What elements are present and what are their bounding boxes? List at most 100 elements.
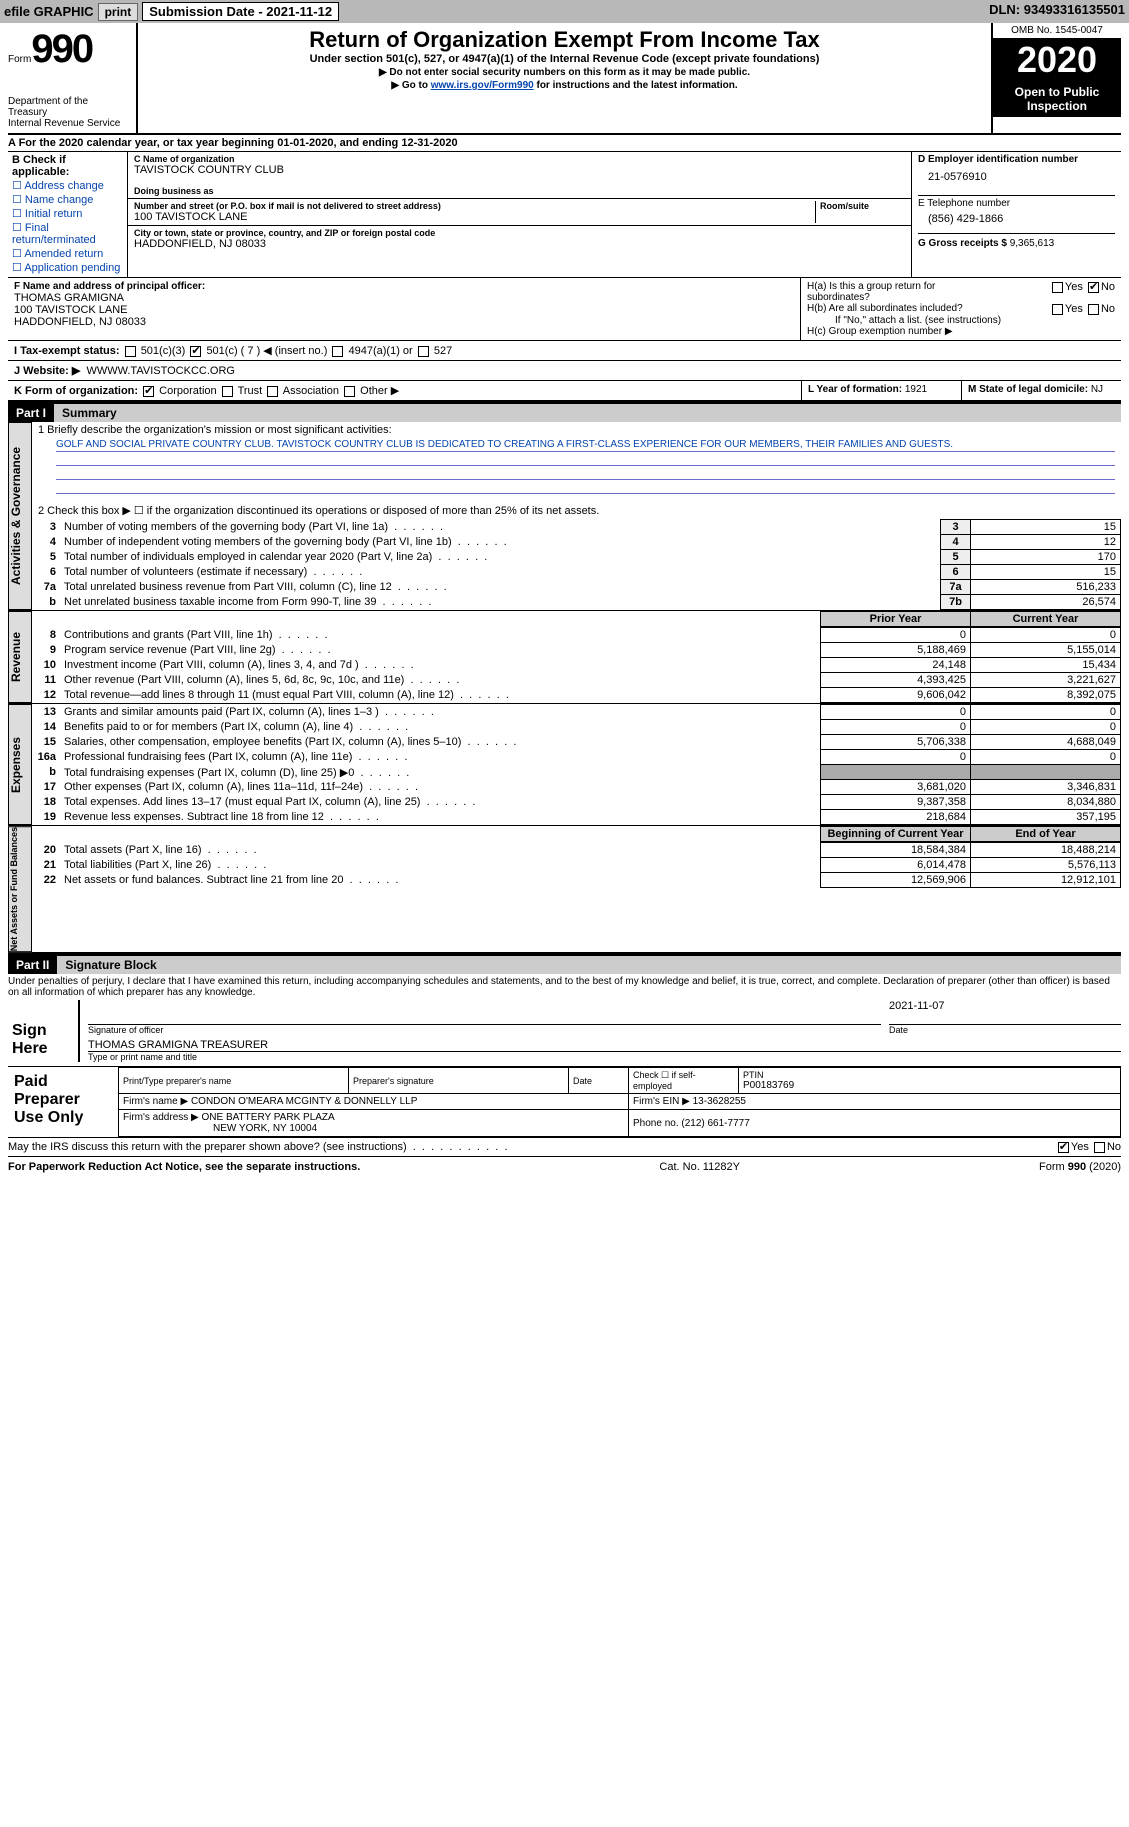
ein-label: D Employer identification number [918,154,1115,165]
omb-number: OMB No. 1545-0047 [993,23,1121,39]
form-title: Return of Organization Exempt From Incom… [142,27,987,53]
hdr-end: End of Year [971,827,1121,842]
page-footer: For Paperwork Reduction Act Notice, see … [8,1156,1121,1177]
sig-name: THOMAS GRAMIGNA TREASURER [88,1039,1121,1051]
summary-line: 18Total expenses. Add lines 13–17 (must … [32,795,1121,810]
instructions-link[interactable]: www.irs.gov/Form990 [431,80,534,91]
hb-answer: Yes No [1050,303,1115,315]
check-initial-return[interactable]: ☐ Initial return [12,207,123,220]
dept-treasury: Department of the Treasury [8,96,128,118]
prep-date-label: Date [573,1076,624,1086]
declaration: Under penalties of perjury, I declare th… [8,974,1121,1000]
check-final-return[interactable]: ☐ Final return/terminated [12,221,123,246]
check-name-change[interactable]: ☐ Name change [12,193,123,206]
part1-header: Part I Summary [8,402,1121,422]
check-address-change[interactable]: ☐ Address change [12,179,123,192]
gross-receipts: G Gross receipts $ 9,365,613 [918,233,1115,249]
officer-addr2: HADDONFIELD, NJ 08033 [14,316,794,328]
summary-line: 17Other expenses (Part IX, column (A), l… [32,780,1121,795]
summary-line: bTotal fundraising expenses (Part IX, co… [32,765,1121,780]
firm-addr1: ONE BATTERY PARK PLAZA [202,1112,335,1123]
form-header: Form990 Department of the Treasury Inter… [8,23,1121,135]
footer-left: For Paperwork Reduction Act Notice, see … [8,1161,360,1173]
firm-name: CONDON O'MEARA MCGINTY & DONNELLY LLP [191,1096,417,1107]
section-k: K Form of organization: Corporation Trus… [8,381,801,400]
sig-date-label: Date [889,1024,1121,1035]
dba-label: Doing business as [134,186,905,196]
summary-line: 13Grants and similar amounts paid (Part … [32,705,1121,720]
tax-year: 2020 [993,39,1121,81]
summary-line: bNet unrelated business taxable income f… [32,595,1121,610]
mission-text: GOLF AND SOCIAL PRIVATE COUNTRY CLUB. TA… [56,438,1115,452]
check-amended[interactable]: ☐ Amended return [12,247,123,260]
section-i: I Tax-exempt status: 501(c)(3) 501(c) ( … [8,341,1121,360]
street-label: Number and street (or P.O. box if mail i… [134,201,815,211]
city-label: City or town, state or province, country… [134,228,905,238]
section-b: B Check if applicable: ☐ Address change … [8,152,128,277]
hc-label: H(c) Group exemption number ▶ [807,326,1115,337]
summary-line: 20Total assets (Part X, line 16)18,584,3… [32,843,1121,858]
vert-expenses: Expenses [8,704,32,825]
section-m: M State of legal domicile: NJ [961,381,1121,400]
ein: 21-0576910 [918,165,1115,195]
efile-label: efile GRAPHIC [4,4,94,19]
line2: 2 Check this box ▶ ☐ if the organization… [32,502,1121,519]
prep-name-label: Print/Type preparer's name [123,1076,344,1086]
summary-line: 19Revenue less expenses. Subtract line 1… [32,810,1121,825]
print-button[interactable]: print [98,3,139,21]
tel-label: E Telephone number [918,195,1115,209]
officer-name: THOMAS GRAMIGNA [14,292,794,304]
street: 100 TAVISTOCK LANE [134,211,815,223]
summary-line: 8Contributions and grants (Part VIII, li… [32,628,1121,643]
part2-header: Part II Signature Block [8,954,1121,974]
dln: DLN: 93493316135501 [989,2,1125,21]
vert-netassets: Net Assets or Fund Balances [8,826,32,952]
firm-phone: (212) 661-7777 [681,1118,749,1129]
website-url: WWWW.TAVISTOCKCC.ORG [86,365,235,377]
section-j: J Website: ▶ WWWW.TAVISTOCKCC.ORG [8,361,1121,380]
summary-line: 9Program service revenue (Part VIII, lin… [32,643,1121,658]
prep-sig-label: Preparer's signature [353,1076,564,1086]
line1-label: 1 Briefly describe the organization's mi… [32,422,1121,438]
form-word: Form [8,54,31,65]
form-number: 990 [31,27,92,71]
hb-note: If "No," attach a list. (see instruction… [807,315,1115,326]
summary-line: 4Number of independent voting members of… [32,535,1121,550]
footer-right: Form 990 (2020) [1039,1161,1121,1173]
section-f: F Name and address of principal officer:… [8,278,801,340]
discuss-row: May the IRS discuss this return with the… [8,1138,1121,1156]
city: HADDONFIELD, NJ 08033 [134,238,905,250]
note-link: ▶ Go to www.irs.gov/Form990 for instruct… [142,80,987,91]
ptin-label: PTIN [743,1070,1116,1080]
section-h: H(a) Is this a group return for subordin… [801,278,1121,340]
vert-governance: Activities & Governance [8,422,32,610]
check-self: Check ☐ if self-employed [629,1068,739,1094]
org-name-label: C Name of organization [134,154,905,164]
form-subtitle: Under section 501(c), 527, or 4947(a)(1)… [142,53,987,65]
ptin: P00183769 [743,1080,1116,1091]
sign-here-label: Sign Here [8,1018,78,1062]
summary-line: 21Total liabilities (Part X, line 26)6,0… [32,858,1121,873]
hb-label: H(b) Are all subordinates included? [807,303,987,315]
summary-line: 22Net assets or fund balances. Subtract … [32,873,1121,888]
summary-line: 10Investment income (Part VIII, column (… [32,658,1121,673]
org-name: TAVISTOCK COUNTRY CLUB [134,164,905,176]
note-ssn: ▶ Do not enter social security numbers o… [142,67,987,78]
ha-label: H(a) Is this a group return for subordin… [807,281,987,303]
summary-line: 12Total revenue—add lines 8 through 11 (… [32,688,1121,703]
summary-line: 15Salaries, other compensation, employee… [32,735,1121,750]
sig-date: 2021-11-07 [889,1000,1121,1012]
summary-line: 3Number of voting members of the governi… [32,520,1121,535]
sig-name-label: Type or print name and title [88,1051,1121,1062]
paid-preparer-label: Paid Preparer Use Only [8,1067,118,1137]
summary-line: 6Total number of volunteers (estimate if… [32,565,1121,580]
telephone: (856) 429-1866 [918,209,1115,233]
section-d: D Employer identification number 21-0576… [911,152,1121,277]
tax-period: A For the 2020 calendar year, or tax yea… [8,135,1121,152]
section-b-label: B Check if applicable: [12,154,123,178]
check-app-pending[interactable]: ☐ Application pending [12,261,123,274]
open-to-public: Open to Public Inspection [993,81,1121,117]
firm-addr2: NEW YORK, NY 10004 [123,1123,317,1134]
summary-line: 14Benefits paid to or for members (Part … [32,720,1121,735]
section-c: C Name of organization TAVISTOCK COUNTRY… [128,152,911,277]
